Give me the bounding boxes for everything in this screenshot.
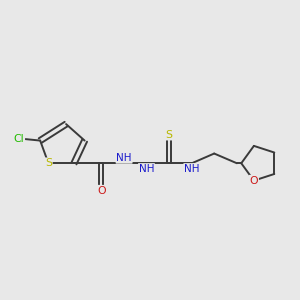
Text: NH: NH [184, 164, 200, 174]
Text: NH: NH [139, 164, 154, 174]
Text: O: O [97, 186, 106, 196]
Text: O: O [250, 176, 258, 186]
Text: S: S [45, 158, 52, 168]
Text: NH: NH [116, 153, 132, 163]
Text: Cl: Cl [14, 134, 24, 144]
Text: S: S [166, 130, 172, 140]
